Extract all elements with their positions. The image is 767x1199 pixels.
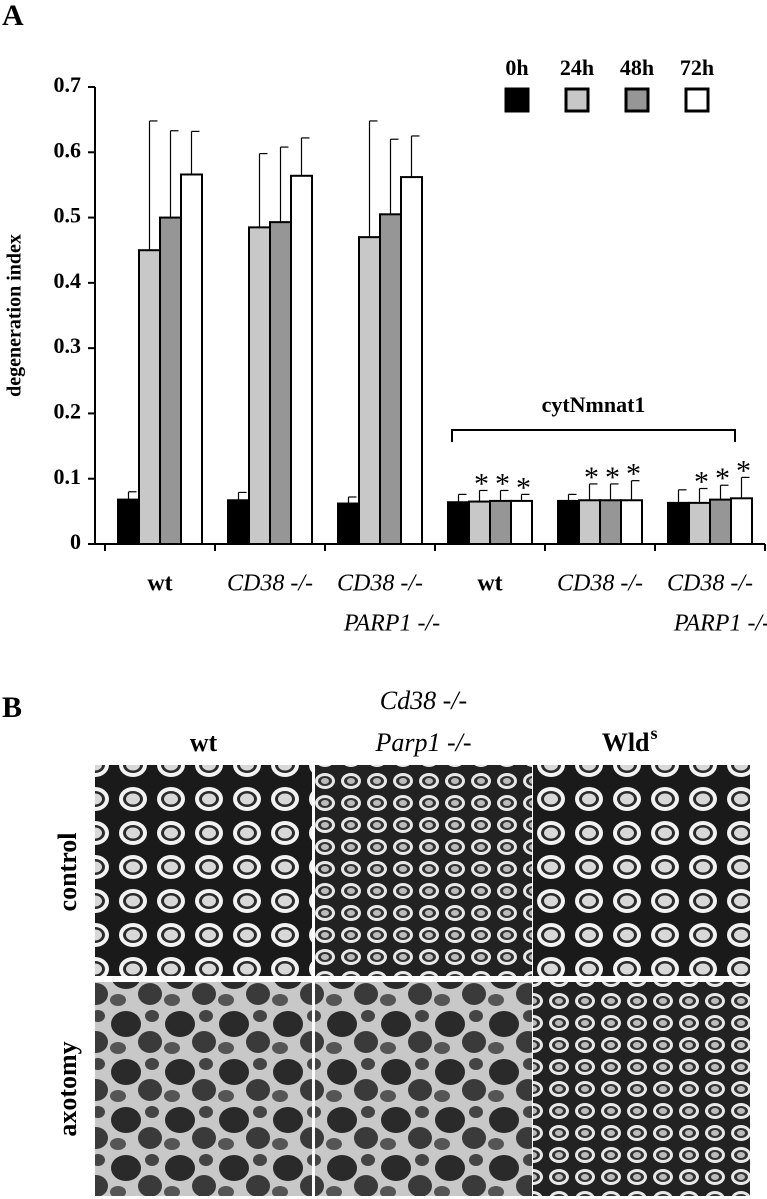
bar [557,499,580,546]
bar [180,173,203,546]
significance-marker: * [626,458,641,491]
row-label: axotomy [53,1041,82,1136]
panel-b: B wt Cd38 -/- Parp1 -/- Wld s control axotomy [2,686,750,1196]
bar [510,499,533,546]
x-tick-label: PARP1 -/- [673,611,767,637]
y-tick-label: 0.7 [54,72,82,97]
bar [358,236,381,546]
significance-marker: * [474,467,489,500]
significance-marker: * [516,471,531,504]
legend-swatch [684,87,710,113]
micrograph [533,765,750,976]
x-tick-label: wt [147,571,172,597]
bar [620,499,643,546]
bar [227,499,250,546]
bar [248,226,271,545]
y-tick-label: 0.6 [54,137,82,162]
bar [269,221,292,546]
column-label: Parp1 -/- [374,728,471,757]
column-label: Wld [602,728,650,757]
legend-label: 0h [505,55,528,80]
x-tick-label: CD38 -/- [227,571,313,597]
bar [337,502,360,545]
micrograph [95,765,312,976]
column-label: wt [190,728,218,757]
legend-swatch [504,87,530,113]
bar [400,176,423,545]
y-tick-label: 0 [70,529,81,554]
bar [379,213,402,546]
significance-marker: * [495,467,510,500]
micrograph [95,982,312,1196]
significance-marker: * [694,465,709,498]
bar [730,497,753,545]
bar [667,501,690,545]
significance-marker: * [715,462,730,495]
legend-label: 48h [620,55,654,80]
y-tick-label: 0.1 [54,464,82,489]
bar [159,216,182,545]
row-label: control [53,833,82,912]
y-axis-label: degeneration index [4,234,26,397]
y-tick-label: 0.4 [54,268,82,293]
micrograph [315,982,532,1196]
y-tick-label: 0.3 [54,333,82,358]
x-tick-label: CD38 -/- [337,571,423,597]
legend-label: 24h [560,55,594,80]
legend-label: 72h [680,55,714,80]
bar [709,498,732,545]
bracket-label: cytNmnat1 [542,392,646,417]
micrograph [315,765,532,976]
column-label: Cd38 -/- [380,686,467,715]
significance-marker: * [605,461,620,494]
x-tick-label: PARP1 -/- [343,611,440,637]
legend-swatch [564,87,590,113]
legend-swatch [624,87,650,113]
column-label-superscript: s [651,723,658,743]
panel-label: B [2,691,22,724]
bar [468,500,491,546]
y-tick-label: 0.2 [54,398,82,423]
micrograph [533,982,750,1196]
bar [447,501,470,545]
panel-label: A [2,0,24,32]
bar [578,499,601,546]
bracket [451,429,736,442]
significance-marker: * [584,461,599,494]
bar [117,498,140,545]
x-tick-label: wt [477,571,502,597]
y-tick-label: 0.5 [54,203,82,228]
bar [489,499,512,546]
x-tick-label: CD38 -/- [557,571,643,597]
bar [599,499,622,546]
bar [688,501,711,545]
significance-marker: * [736,454,751,487]
x-tick-label: CD38 -/- [667,571,753,597]
bar [138,249,161,545]
bar [290,174,313,545]
